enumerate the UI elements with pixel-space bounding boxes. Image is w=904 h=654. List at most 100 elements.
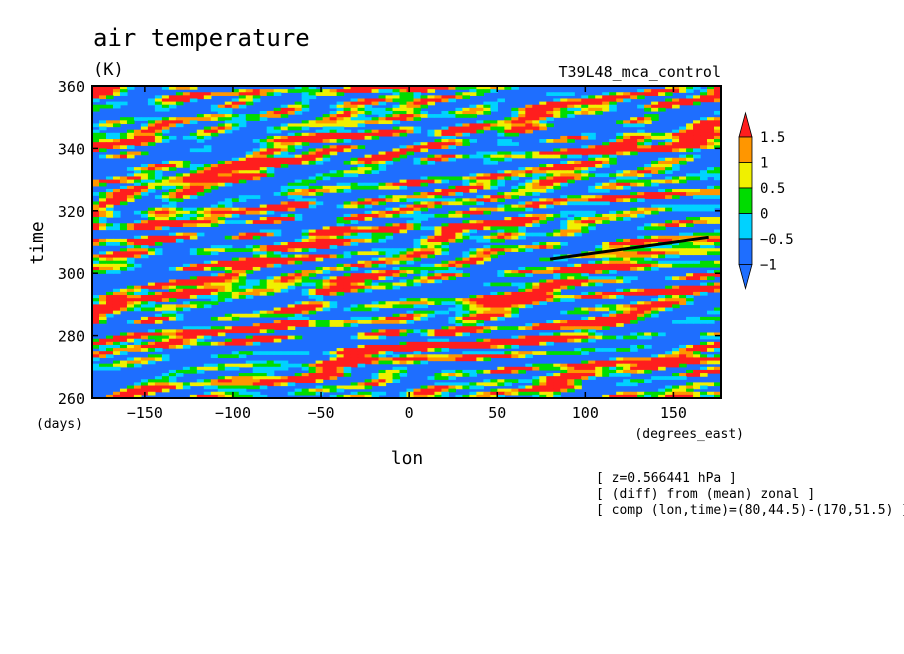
heatmap-cell — [406, 179, 415, 184]
heatmap-cell — [294, 213, 303, 218]
heatmap-cell — [378, 129, 387, 134]
heatmap-cell — [252, 391, 261, 396]
heatmap-cell — [105, 120, 114, 125]
heatmap-cell — [462, 126, 470, 131]
heatmap-cell — [308, 304, 317, 309]
heatmap-cell — [567, 210, 575, 215]
heatmap-cell — [532, 232, 540, 237]
heatmap-cell — [602, 320, 610, 324]
heatmap-cell — [329, 173, 338, 178]
heatmap-cell — [420, 248, 429, 252]
heatmap-cell — [504, 207, 512, 212]
heatmap-cell — [336, 120, 345, 125]
heatmap-cell — [651, 226, 659, 231]
heatmap-cell — [175, 123, 184, 128]
heatmap-cell — [658, 291, 666, 296]
heatmap-cell — [147, 188, 156, 193]
heatmap-cell — [357, 273, 366, 277]
heatmap-cell — [637, 167, 645, 171]
heatmap-cell — [553, 332, 561, 337]
heatmap-cell — [154, 388, 163, 393]
heatmap-cell — [595, 320, 603, 324]
heatmap-cell — [644, 210, 652, 215]
heatmap-cell — [371, 235, 380, 240]
heatmap-cell — [490, 307, 498, 312]
heatmap-cell — [231, 263, 240, 268]
heatmap-cell — [532, 388, 540, 393]
heatmap-cell — [231, 354, 240, 359]
heatmap-cell — [665, 204, 673, 209]
heatmap-cell — [92, 341, 100, 346]
heatmap-cell — [448, 188, 457, 193]
heatmap-cell — [665, 139, 673, 143]
heatmap-cell — [112, 92, 121, 96]
heatmap-cell — [224, 295, 233, 299]
heatmap-cell — [518, 220, 526, 224]
heatmap-cell — [182, 223, 191, 227]
heatmap-cell — [287, 182, 296, 187]
heatmap-cell — [231, 329, 240, 334]
heatmap-cell — [126, 288, 135, 293]
heatmap-cell — [637, 226, 645, 231]
heatmap-cell — [203, 332, 212, 337]
heatmap-cell — [490, 310, 498, 315]
heatmap-cell — [217, 129, 226, 134]
heatmap-cell — [693, 260, 701, 265]
heatmap-cell — [616, 242, 624, 246]
heatmap-cell — [546, 170, 554, 174]
heatmap-cell — [462, 139, 470, 143]
heatmap-cell — [280, 254, 289, 259]
heatmap-cell — [462, 316, 470, 321]
heatmap-cell — [672, 207, 680, 212]
heatmap-cell — [126, 301, 135, 305]
heatmap-cell — [378, 235, 387, 240]
heatmap-cell — [553, 164, 561, 168]
heatmap-cell — [245, 288, 254, 293]
heatmap-cell — [434, 279, 443, 284]
heatmap-cell — [252, 379, 261, 383]
heatmap-cell — [532, 242, 540, 246]
heatmap-cell — [630, 301, 638, 305]
heatmap-cell — [455, 344, 464, 349]
heatmap-cell — [364, 279, 373, 284]
heatmap-cell — [280, 382, 289, 387]
heatmap-cell — [518, 192, 526, 196]
heatmap-cell — [154, 176, 163, 181]
heatmap-cell — [308, 310, 317, 315]
heatmap-cell — [133, 188, 142, 193]
heatmap-cell — [406, 270, 415, 274]
heatmap-cell — [567, 232, 575, 237]
heatmap-cell — [637, 104, 645, 109]
heatmap-cell — [455, 326, 464, 330]
heatmap-cell — [371, 304, 380, 309]
heatmap-cell — [441, 357, 450, 362]
heatmap-cell — [693, 344, 701, 349]
heatmap-cell — [378, 157, 387, 162]
heatmap-cell — [224, 266, 233, 271]
heatmap-cell — [224, 164, 233, 168]
heatmap-cell — [119, 344, 128, 349]
heatmap-cell — [427, 385, 436, 390]
heatmap-cell — [560, 223, 568, 227]
heatmap-cell — [308, 201, 317, 206]
heatmap-cell — [252, 266, 261, 271]
heatmap-cell — [371, 251, 380, 256]
heatmap-cell — [336, 145, 345, 149]
heatmap-cell — [189, 304, 198, 309]
heatmap-cell — [301, 288, 310, 293]
heatmap-cell — [665, 164, 673, 168]
heatmap-cell — [140, 164, 149, 168]
heatmap-cell — [714, 341, 722, 346]
heatmap-cell — [553, 242, 561, 246]
heatmap-cell — [392, 129, 401, 134]
heatmap-cell — [658, 132, 666, 137]
heatmap-cell — [651, 238, 659, 243]
heatmap-cell — [553, 366, 561, 371]
heatmap-cell — [133, 341, 142, 346]
heatmap-cell — [287, 123, 296, 128]
heatmap-cell — [175, 86, 184, 90]
heatmap-cell — [427, 391, 436, 396]
heatmap-cell — [476, 257, 484, 262]
heatmap-cell — [245, 360, 254, 365]
heatmap-cell — [371, 379, 380, 383]
